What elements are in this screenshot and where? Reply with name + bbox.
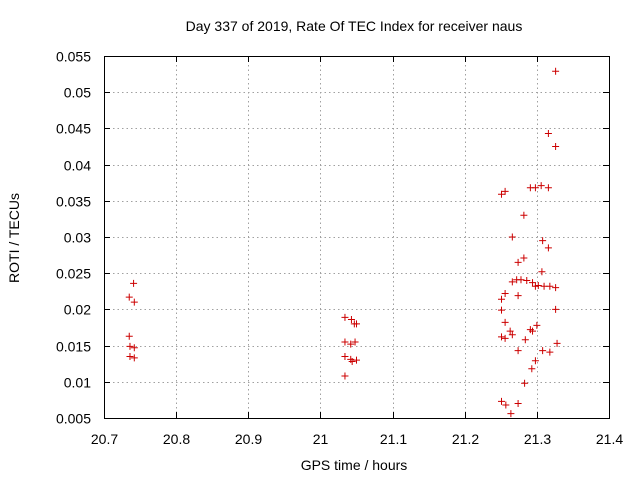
data-point	[501, 187, 509, 195]
data-point	[517, 276, 525, 284]
x-tick-label: 21	[313, 431, 329, 447]
data-point	[347, 316, 355, 324]
data-point	[544, 244, 552, 252]
y-tick-label: 0.035	[56, 194, 91, 210]
data-point	[498, 306, 506, 314]
data-point	[520, 211, 528, 219]
data-point	[506, 327, 514, 335]
data-point	[347, 340, 355, 348]
data-point	[498, 190, 506, 198]
data-point	[498, 295, 506, 303]
data-point	[537, 182, 545, 190]
data-point	[514, 347, 522, 355]
data-point	[353, 356, 360, 364]
data-point	[523, 276, 531, 284]
data-point	[529, 279, 537, 287]
data-point	[348, 358, 356, 366]
data-point	[552, 67, 560, 75]
y-tick-label: 0.03	[64, 230, 91, 246]
data-point	[341, 352, 349, 360]
y-tick-label: 0.01	[64, 375, 91, 391]
data-point	[498, 397, 506, 405]
data-point	[514, 292, 522, 300]
y-tick-label: 0.015	[56, 339, 91, 355]
data-point	[125, 293, 133, 301]
data-point	[514, 258, 522, 266]
x-tick-label: 20.8	[163, 431, 190, 447]
data-point	[552, 305, 560, 313]
y-tick-label: 0.045	[56, 121, 91, 137]
data-point	[341, 338, 349, 346]
data-point	[529, 327, 537, 335]
data-point	[508, 331, 516, 339]
data-point	[341, 372, 349, 380]
y-tick-label: 0.005	[56, 411, 91, 427]
y-tick-label: 0.025	[56, 266, 91, 282]
data-point	[531, 357, 539, 365]
y-tick-label: 0.055	[56, 49, 91, 65]
data-point	[130, 354, 138, 362]
x-axis-label: GPS time / hours	[301, 457, 408, 473]
x-tick-label: 20.9	[235, 431, 262, 447]
data-point	[544, 184, 552, 192]
plot-frame	[104, 56, 610, 419]
data-point	[501, 334, 509, 342]
data-point	[528, 365, 536, 373]
grid-lines	[104, 56, 609, 418]
data-point	[501, 318, 509, 326]
x-tick-label: 21.2	[452, 431, 479, 447]
data-point	[508, 278, 516, 286]
x-tick-label: 21.3	[524, 431, 551, 447]
data-point	[130, 298, 138, 306]
data-point	[553, 339, 561, 347]
y-tick-label: 0.05	[64, 85, 91, 101]
data-point	[531, 184, 539, 192]
y-axis-label: ROTI / TECUs	[6, 193, 22, 283]
data-point	[351, 338, 359, 346]
data-point	[130, 279, 138, 287]
data-point	[126, 342, 134, 350]
data-point	[531, 282, 539, 290]
data-point	[552, 284, 560, 292]
x-tick-label: 21.1	[380, 431, 407, 447]
data-point	[546, 348, 554, 356]
data-point	[521, 336, 529, 344]
y-tick-label: 0.04	[64, 158, 91, 174]
data-point	[538, 268, 546, 276]
data-point	[546, 282, 554, 290]
data-point	[501, 289, 509, 297]
data-point	[521, 379, 529, 387]
y-tick-label: 0.02	[64, 302, 91, 318]
data-point	[125, 332, 133, 340]
data-point	[534, 282, 542, 290]
x-tick-label: 21.4	[596, 431, 623, 447]
data-point	[341, 313, 349, 321]
x-tick-label: 20.7	[91, 431, 118, 447]
data-point	[498, 333, 506, 341]
data-point	[353, 320, 360, 328]
data-point	[533, 321, 541, 329]
data-point	[508, 233, 516, 241]
data-point	[539, 347, 547, 355]
data-point	[507, 410, 515, 418]
data-point	[514, 400, 522, 408]
data-point	[552, 143, 560, 150]
data-point	[502, 401, 510, 409]
data-point	[539, 237, 547, 245]
data-point	[520, 254, 528, 262]
data-point	[544, 129, 552, 137]
data-points	[125, 67, 561, 418]
tick-labels: 20.7 20.8 20.9 21 21.1 21.2 21.3 21.4 0.005 0.01 0…	[56, 49, 623, 448]
data-point	[126, 352, 134, 360]
chart-title: Day 337 of 2019, Rate Of TEC Index for r…	[186, 18, 523, 34]
data-point	[130, 344, 138, 352]
